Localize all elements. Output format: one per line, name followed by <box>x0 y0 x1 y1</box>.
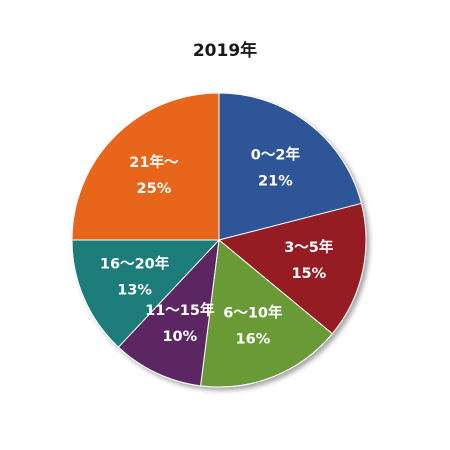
slice-value-label: 10% <box>162 329 197 345</box>
pie-slice <box>200 239 333 388</box>
slice-value-label: 15% <box>291 266 326 282</box>
pie-slice <box>117 238 220 387</box>
pie-slice <box>71 239 221 348</box>
slice-category-label: 16～20年 <box>100 255 170 273</box>
slice-category-label: 21年～ <box>129 153 179 171</box>
slice-value-label: 25% <box>137 181 172 197</box>
pie-slices <box>71 92 367 388</box>
pie-slice <box>71 92 220 241</box>
chart-title: 2019年 <box>192 41 258 61</box>
slice-category-label: 3～5年 <box>284 238 334 256</box>
slice-category-label: 0～2年 <box>251 145 301 163</box>
pie-slice <box>218 92 362 241</box>
slice-category-label: 6～10年 <box>223 304 283 322</box>
slice-labels: 0～2年 21% 3～5年 15% 6～10年 16% 11～15年 10% 16～20年 13%… <box>100 145 334 347</box>
slice-value-label: 21% <box>258 173 293 189</box>
slice-category-label: 11～15年 <box>145 301 215 319</box>
pie-slice <box>217 202 367 335</box>
slice-value-label: 16% <box>236 332 271 348</box>
slice-value-label: 13% <box>117 283 152 299</box>
